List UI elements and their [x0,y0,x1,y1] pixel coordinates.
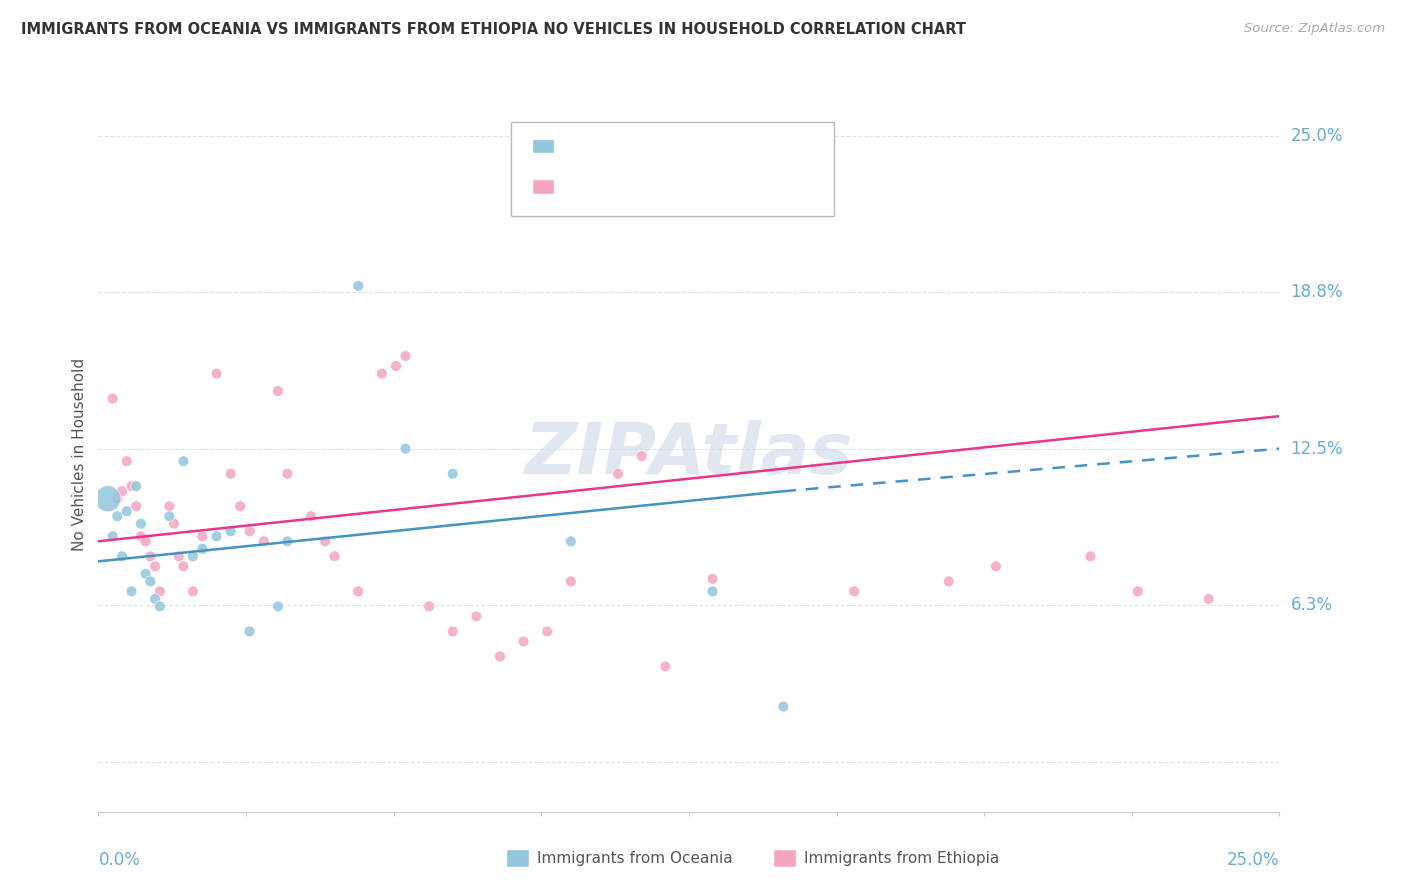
Text: Immigrants from Oceania: Immigrants from Oceania [537,851,733,865]
Point [323,549,346,564]
Text: 49: 49 [697,178,721,195]
Point [115,454,138,468]
Point [139,549,162,564]
Point [630,449,652,463]
Point [172,454,194,468]
Text: R =: R = [567,137,603,155]
Text: N =: N = [651,178,699,195]
Point [181,584,204,599]
Point [149,584,172,599]
Text: R =: R = [567,178,603,195]
Text: 25.0%: 25.0% [1291,127,1343,145]
Point [101,529,124,543]
Point [191,529,214,543]
Point [167,549,190,564]
Point [149,599,172,614]
Point [276,534,298,549]
Point [129,516,152,531]
Text: N =: N = [651,137,699,155]
Point [1198,591,1220,606]
Point [105,491,128,506]
Point [205,529,228,543]
Text: 0.150: 0.150 [598,137,650,155]
Point [267,599,290,614]
Point [267,384,290,398]
Point [205,367,228,381]
Point [139,574,162,589]
Point [418,599,440,614]
Point [844,584,866,599]
Text: ZIPAtlas: ZIPAtlas [524,420,853,490]
Text: 6.3%: 6.3% [1291,596,1333,615]
Point [239,524,262,539]
Point [489,649,512,664]
Point [115,504,138,518]
Point [253,534,276,549]
Point [560,574,582,589]
Point [560,534,582,549]
Point [219,524,242,539]
Text: Immigrants from Ethiopia: Immigrants from Ethiopia [804,851,1000,865]
Point [163,516,186,531]
Point [299,509,322,524]
Point [347,584,370,599]
Text: IMMIGRANTS FROM OCEANIA VS IMMIGRANTS FROM ETHIOPIA NO VEHICLES IN HOUSEHOLD COR: IMMIGRANTS FROM OCEANIA VS IMMIGRANTS FR… [21,22,966,37]
Point [135,534,157,549]
Point [181,549,204,564]
Point [465,609,488,624]
Point [121,584,143,599]
Point [172,559,194,574]
Point [772,699,794,714]
Y-axis label: No Vehicles in Household: No Vehicles in Household [72,359,87,551]
Point [97,491,120,506]
Point [394,349,416,363]
Point [143,559,166,574]
Point [385,359,408,373]
Text: 18.8%: 18.8% [1291,283,1343,301]
Point [129,529,152,543]
Point [276,467,298,481]
Point [394,442,416,456]
Point [191,541,214,556]
Point [441,624,464,639]
Point [239,624,262,639]
Point [654,659,676,673]
Point [111,484,134,499]
Point [121,479,143,493]
Point [512,634,534,648]
Point [1080,549,1102,564]
Text: Source: ZipAtlas.com: Source: ZipAtlas.com [1244,22,1385,36]
Point [347,279,370,293]
Text: 25.0%: 25.0% [1227,851,1279,869]
Point [441,467,464,481]
Point [1126,584,1149,599]
Point [371,367,394,381]
Point [111,549,134,564]
Point [157,500,180,514]
Point [125,500,148,514]
Point [702,572,724,586]
Text: 12.5%: 12.5% [1291,440,1343,458]
Point [105,509,128,524]
Point [101,392,124,406]
Point [607,467,630,481]
Text: 0.205: 0.205 [598,178,651,195]
Point [135,566,157,581]
Point [125,479,148,493]
Point [157,509,180,524]
Point [536,624,558,639]
Point [229,500,252,514]
Point [143,591,166,606]
Text: 0.0%: 0.0% [98,851,141,869]
Point [314,534,336,549]
Point [219,467,242,481]
Text: 27: 27 [697,137,721,155]
Point [583,159,606,173]
Point [938,574,960,589]
Point [984,559,1007,574]
Point [702,584,724,599]
